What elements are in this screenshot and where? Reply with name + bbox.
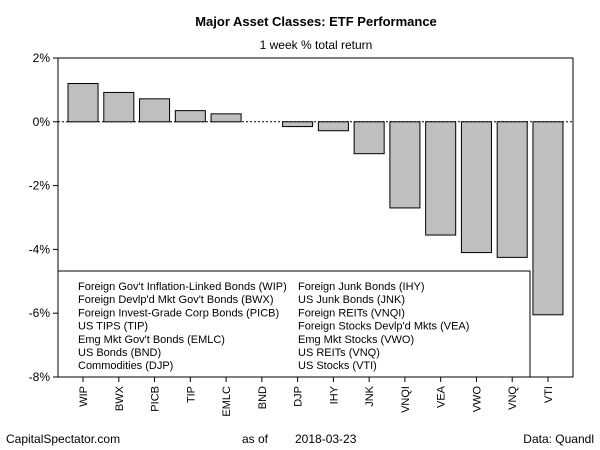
y-tick-label: 0%: [33, 115, 51, 129]
legend-box: [57, 270, 531, 378]
legend-entry: US Junk Bonds (JNK): [298, 294, 405, 306]
x-tick-label: WIP: [78, 386, 90, 407]
legend: Foreign Gov't Inflation-Linked Bonds (WI…: [57, 270, 531, 378]
plot-area: 2% 0% -2% -4% -6% -8% WIP BWX PICB TIP EMLC BND DJP I…: [29, 51, 574, 417]
y-tick-label: 2%: [33, 51, 51, 65]
legend-entry: US Bonds (BND): [78, 347, 161, 359]
bar-jnk: [353, 121, 385, 155]
bars-group: [67, 83, 564, 316]
x-tick-label: VTI: [543, 386, 555, 403]
bar-ihy: [317, 121, 349, 132]
legend-entry: Foreign REITs (VNQI): [298, 307, 405, 319]
bar-vnqi: [389, 121, 421, 209]
bar-vti: [532, 121, 564, 316]
legend-entry: Emg Mkt Gov't Bonds (EMLC): [78, 334, 225, 346]
chart-subtitle: 1 week % total return: [260, 38, 373, 52]
as-of-label: as of: [242, 432, 269, 446]
bar-bwx: [103, 91, 135, 123]
bar-vwo: [460, 121, 492, 254]
x-tick-label: EMLC: [221, 386, 233, 417]
legend-entry: Foreign Invest-Grade Corp Bonds (PICB): [78, 307, 279, 319]
bar-djp: [282, 121, 314, 128]
bar-vea: [425, 121, 457, 236]
bar-emlc: [210, 113, 242, 123]
bar-vnq: [496, 121, 528, 258]
legend-entry: Foreign Devlp'd Mkt Gov't Bonds (BWX): [78, 294, 274, 306]
chart-title: Major Asset Classes: ETF Performance: [195, 14, 437, 29]
x-tick-label: TIP: [185, 386, 197, 403]
legend-entry: Foreign Gov't Inflation-Linked Bonds (WI…: [78, 281, 287, 293]
x-tick-label: VNQI: [400, 386, 412, 413]
x-tick-label: VNQ: [507, 386, 519, 410]
x-tick-label: DJP: [293, 386, 305, 407]
y-tick-label: -8%: [29, 370, 51, 384]
x-tick-label: BWX: [114, 385, 126, 411]
legend-entry: Foreign Junk Bonds (IHY): [298, 281, 425, 293]
data-credit: Data: Quandl: [523, 432, 594, 446]
legend-entry: Commodities (DJP): [78, 360, 173, 372]
x-tick-label: JNK: [364, 385, 376, 406]
x-tick-label: VWO: [471, 386, 483, 413]
legend-entry: Emg Mkt Stocks (VWO): [298, 334, 414, 346]
x-tick-label: IHY: [328, 385, 340, 404]
legend-entry: US REITs (VNQ): [298, 347, 380, 359]
bar-wip: [67, 83, 99, 123]
bar-picb: [139, 98, 171, 123]
y-tick-label: -2%: [29, 179, 51, 193]
y-tick-label: -6%: [29, 306, 51, 320]
y-tick-label: -4%: [29, 242, 51, 256]
legend-entry: US TIPS (TIP): [78, 321, 148, 333]
source-site: CapitalSpectator.com: [6, 432, 120, 446]
legend-entry: US Stocks (VTI): [298, 360, 377, 372]
as-of-date: 2018-03-23: [295, 432, 357, 446]
x-tick-label: PICB: [150, 386, 162, 412]
legend-entry: Foreign Stocks Devlp'd Mkts (VEA): [298, 321, 469, 333]
x-tick-label: VEA: [436, 385, 448, 408]
x-tick-label: BND: [257, 386, 269, 409]
bar-tip: [174, 110, 206, 123]
